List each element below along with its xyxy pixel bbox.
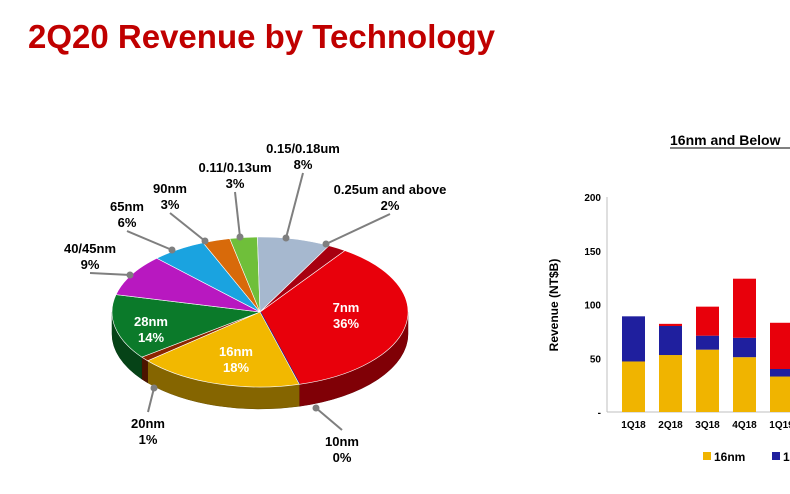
y-tick-label: 200 xyxy=(584,193,601,204)
pie-value-0-15-0-18um: 8% xyxy=(294,157,313,172)
pie-value-0-11-0-13um: 3% xyxy=(226,176,245,191)
pie-leader-90nm xyxy=(169,212,206,242)
x-tick-label-3Q18: 3Q18 xyxy=(695,420,720,431)
pie-leader-dot-90nm xyxy=(201,237,209,245)
pie-leader-65nm xyxy=(126,230,173,251)
bar-3Q18-1 xyxy=(696,335,719,350)
x-tick-label-1Q19: 1Q19 xyxy=(769,420,790,431)
bar-1Q18-1 xyxy=(622,316,645,362)
pie-leader-40-45nm xyxy=(89,272,131,276)
pie-label-90nm: 90nm xyxy=(153,181,187,196)
pie-value-28nm: 14% xyxy=(138,330,164,345)
pie-slice-16nm xyxy=(146,311,300,388)
page-title: 2Q20 Revenue by Technology xyxy=(28,18,496,55)
bar-chart: 16nm and Below - 50 100 150 200 Revenue (NT$B)… xyxy=(547,132,790,464)
bar-chart-title: 16nm and Below xyxy=(670,132,781,148)
bar-2Q18-1 xyxy=(659,326,682,356)
bar-1Q19-16nm xyxy=(770,376,790,412)
pie-slice-side-20nm xyxy=(141,356,148,384)
legend-swatch-series-2 xyxy=(772,452,780,460)
bar-4Q18-1 xyxy=(733,337,756,358)
bar-4Q18-16nm xyxy=(733,357,756,412)
pie-label-28nm: 28nm xyxy=(134,314,168,329)
pie-leader-dot-40-45nm xyxy=(126,271,134,279)
legend-swatch-16nm xyxy=(703,452,711,460)
bar-3Q18-16nm xyxy=(696,349,719,412)
bar-2Q18-16nm xyxy=(659,355,682,412)
pie-leader-0-11-0-13um xyxy=(234,191,241,238)
pie-label-16nm: 16nm xyxy=(219,344,253,359)
y-tick-label: 100 xyxy=(584,301,601,312)
pie-leader-dot-65nm xyxy=(168,246,176,254)
pie-leader-0-25um-and-above xyxy=(325,213,391,245)
pie-leader-dot-0-25um-and-above xyxy=(322,240,330,248)
pie-leader-dot-10nm xyxy=(312,404,320,412)
bar-2Q18-series-3 xyxy=(659,323,682,326)
y-tick-label: 150 xyxy=(584,247,601,258)
pie-value-7nm: 36% xyxy=(333,316,359,331)
bar-1Q19-series-3 xyxy=(770,322,790,369)
pie-chart: 7nm36%10nm0%16nm18%20nm1%28nm14%40/45nm9… xyxy=(64,141,446,465)
pie-label-65nm: 65nm xyxy=(110,199,144,214)
pie-leader-10nm xyxy=(315,407,343,431)
pie-value-10nm: 0% xyxy=(333,450,352,465)
pie-value-90nm: 3% xyxy=(161,197,180,212)
pie-leader-20nm xyxy=(147,387,155,413)
x-tick-label-2Q18: 2Q18 xyxy=(658,420,683,431)
bar-4Q18-series-3 xyxy=(733,278,756,338)
pie-label-20nm: 20nm xyxy=(131,416,165,431)
x-tick-label-1Q18: 1Q18 xyxy=(621,420,646,431)
y-tick-label: - xyxy=(598,408,601,419)
y-tick-label: 50 xyxy=(590,354,602,365)
pie-label-0-11-0-13um: 0.11/0.13um xyxy=(199,160,272,175)
pie-slice-28nm xyxy=(111,294,261,358)
legend-label-16nm: 16nm xyxy=(714,450,745,464)
pie-label-10nm: 10nm xyxy=(325,434,359,449)
bar-1Q18-16nm xyxy=(622,361,645,412)
y-axis-label: Revenue (NT$B) xyxy=(547,259,561,352)
x-tick-label-4Q18: 4Q18 xyxy=(732,420,757,431)
pie-value-20nm: 1% xyxy=(139,432,158,447)
pie-leader-dot-0-11-0-13um xyxy=(236,233,244,241)
pie-leader-dot-20nm xyxy=(150,384,158,392)
pie-label-0-25um-and-above: 0.25um and above xyxy=(334,182,447,197)
pie-value-16nm: 18% xyxy=(223,360,249,375)
pie-label-0-15-0-18um: 0.15/0.18um xyxy=(266,141,340,156)
pie-label-40-45nm: 40/45nm xyxy=(64,241,116,256)
bar-3Q18-series-3 xyxy=(696,306,719,336)
pie-value-0-25um-and-above: 2% xyxy=(381,198,400,213)
legend-label-series-2: 1 xyxy=(783,450,790,464)
bar-1Q19-1 xyxy=(770,369,790,377)
pie-slice-7nm xyxy=(259,250,409,385)
pie-leader-0-15-0-18um xyxy=(285,172,304,239)
pie-value-65nm: 6% xyxy=(118,215,137,230)
pie-leader-dot-0-15-0-18um xyxy=(282,234,290,242)
pie-label-7nm: 7nm xyxy=(333,300,360,315)
pie-value-40-45nm: 9% xyxy=(81,257,100,272)
